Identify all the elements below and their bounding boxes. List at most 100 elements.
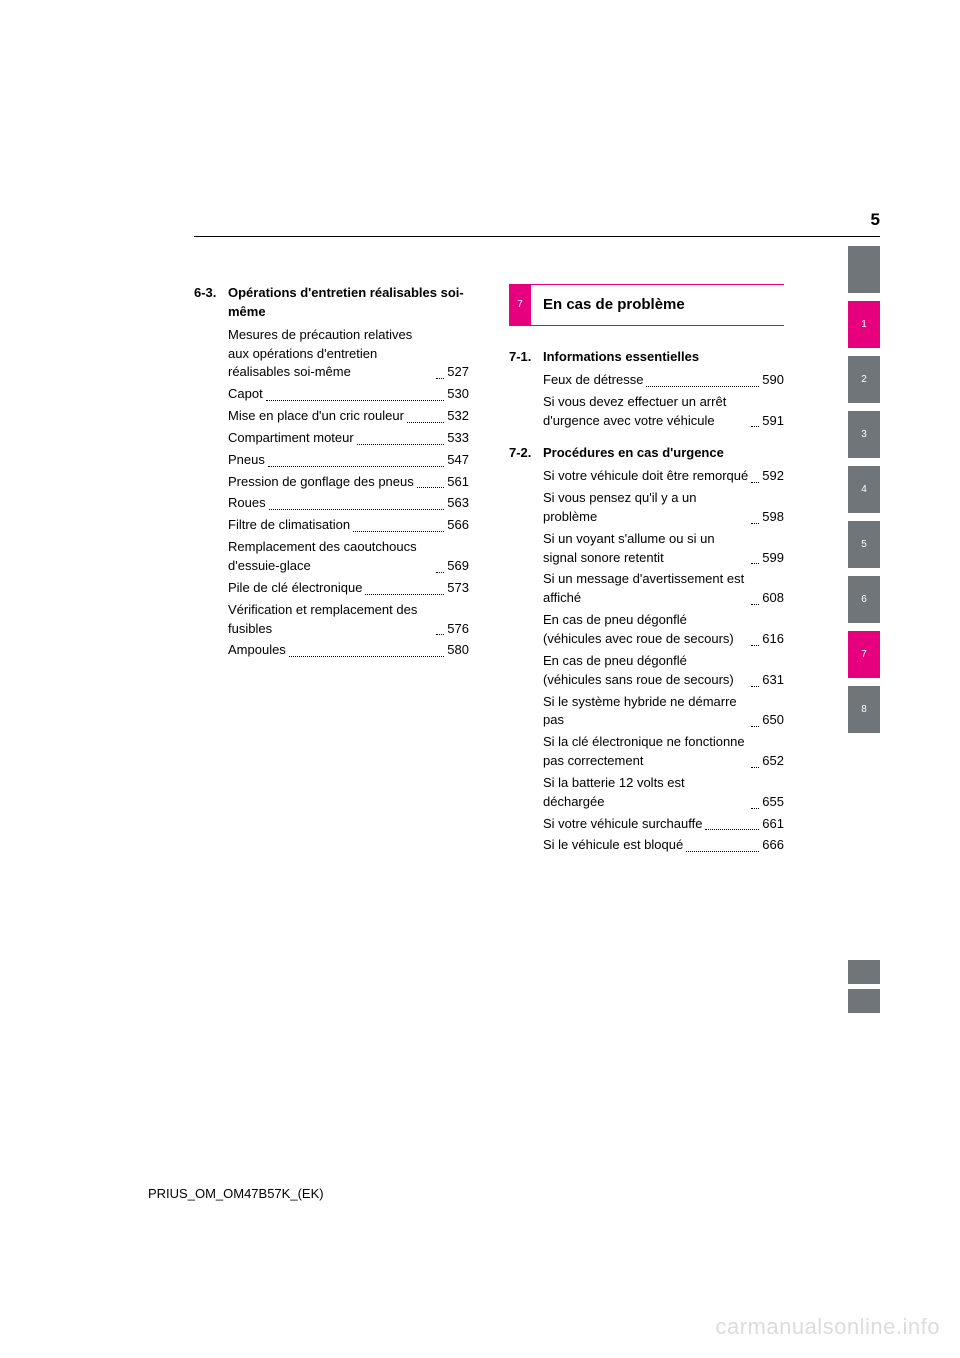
content-area: 6-3.Opérations d'entretien réalisables s… [194,284,784,869]
toc-entry-label: Si le véhicule est bloqué [543,836,683,855]
toc-entry-page: 666 [762,836,784,855]
section-heading: 6-3.Opérations d'entretien réalisables s… [194,284,469,322]
toc-dots [436,634,444,635]
toc-entry[interactable]: Si le système hybride ne démarre pas 650 [543,693,784,731]
toc-entry[interactable]: Remplacement des caoutchoucs d'essuie-gl… [228,538,469,576]
toc-entry-label: Mise en place d'un cric rouleur [228,407,404,426]
toc-entry-label: Pile de clé électronique [228,579,362,598]
chapter-number: 7 [509,284,531,326]
toc-entry[interactable]: Si vous devez effectuer un arrêt d'urgen… [543,393,784,431]
toc-entry-page: 563 [447,494,469,513]
chapter-banner: 7 En cas de problème [509,284,784,326]
toc-entry-page: 532 [447,407,469,426]
section-title: Opérations d'entretien réalisables soi-m… [228,284,469,322]
right-sections: 7-1.Informations essentielles Feux de dét… [509,348,784,855]
toc-entry[interactable]: Pression de gonflage des pneus 561 [228,473,469,492]
toc-entry-label: Si le système hybride ne démarre pas [543,693,748,731]
section-number: 6-3. [194,284,228,303]
toc-entry-page: 650 [762,711,784,730]
page-number: 5 [871,210,880,230]
toc-entry-page: 608 [762,589,784,608]
toc-dots [751,767,759,768]
toc-entry-page: 547 [447,451,469,470]
toc-entry[interactable]: Si la batterie 12 volts est déchargée655 [543,774,784,812]
toc-entry-label: Si la batterie 12 volts est déchargée [543,774,748,812]
toc-entry[interactable]: Compartiment moteur533 [228,429,469,448]
toc-section: 7-2.Procédures en cas d'urgenceSi votre … [509,444,784,855]
toc-entry[interactable]: Si un voyant s'allume ou si un signal so… [543,530,784,568]
toc-entry-label: Compartiment moteur [228,429,354,448]
toc-entry[interactable]: Pile de clé électronique 573 [228,579,469,598]
toc-entry[interactable]: Roues 563 [228,494,469,513]
toc-entries: Si votre véhicule doit être remorqué592S… [509,467,784,855]
toc-entry[interactable]: Si un message d'avertissement est affich… [543,570,784,608]
chapter-thumb-tab[interactable]: 4 [848,466,880,513]
toc-entry[interactable]: Si vous pensez qu'il y a un problème598 [543,489,784,527]
chapter-thumb-tab[interactable]: 7 [848,631,880,678]
toc-entry[interactable]: En cas de pneu dégonflé (véhicules avec … [543,611,784,649]
toc-entry-page: 591 [762,412,784,431]
toc-entry-page: 599 [762,549,784,568]
toc-dots [268,466,444,467]
chapter-thumb-tab[interactable]: 2 [848,356,880,403]
right-column: 7 En cas de problème 7-1.Informations es… [509,284,784,869]
toc-dots [751,523,759,524]
toc-entry[interactable]: Ampoules580 [228,641,469,660]
toc-entry-page: 566 [447,516,469,535]
toc-entry[interactable]: Si votre véhicule doit être remorqué 592 [543,467,784,486]
toc-entry-label: Pression de gonflage des pneus [228,473,414,492]
toc-entry-label: Pneus [228,451,265,470]
chapter-thumb-tab[interactable]: 1 [848,301,880,348]
toc-entry[interactable]: Si votre véhicule surchauffe661 [543,815,784,834]
toc-entry-page: 530 [447,385,469,404]
toc-entry-page: 569 [447,557,469,576]
toc-entry-page: 590 [762,371,784,390]
section-number: 7-1. [509,348,543,367]
bottom-thumb-tabs [848,960,880,1018]
header-divider [194,236,880,237]
toc-entry-page: 580 [447,641,469,660]
toc-entry-page: 592 [762,467,784,486]
toc-dots [353,531,444,532]
toc-entry-label: Si la clé électronique ne fonctionne pas… [543,733,748,771]
toc-entry[interactable]: Filtre de climatisation566 [228,516,469,535]
toc-entry[interactable]: Si la clé électronique ne fonctionne pas… [543,733,784,771]
footer-code: PRIUS_OM_OM47B57K_(EK) [148,1186,324,1201]
toc-dots [357,444,445,445]
toc-entry-label: Roues [228,494,266,513]
toc-entry-label: Si votre véhicule doit être remorqué [543,467,748,486]
toc-entry-label: Remplacement des caoutchoucs d'essuie-gl… [228,538,433,576]
toc-entry[interactable]: Pneus 547 [228,451,469,470]
toc-section: 7-1.Informations essentielles Feux de dét… [509,348,784,430]
chapter-thumb-tab[interactable]: 3 [848,411,880,458]
chapter-thumb-tab[interactable]: 5 [848,521,880,568]
chapter-thumb-tab[interactable]: 8 [848,686,880,733]
section-title: Procédures en cas d'urgence [543,444,784,463]
chapter-thumb-bottom-2 [848,989,880,1013]
chapter-thumb-tab[interactable]: 6 [848,576,880,623]
toc-entry[interactable]: Capot 530 [228,385,469,404]
toc-dots [417,487,445,488]
toc-entry-page: 652 [762,752,784,771]
toc-entry[interactable]: Mise en place d'un cric rouleur 532 [228,407,469,426]
toc-entry-page: 598 [762,508,784,527]
toc-entry-label: Si vous devez effectuer un arrêt d'urgen… [543,393,748,431]
toc-entry-label: Capot [228,385,263,404]
toc-entry[interactable]: En cas de pneu dégonflé (véhicules sans … [543,652,784,690]
toc-entry[interactable]: Mesures de précaution relatives aux opér… [228,326,469,383]
toc-entry-label: En cas de pneu dégonflé (véhicules sans … [543,652,748,690]
toc-entry-page: 573 [447,579,469,598]
section-heading: 7-1.Informations essentielles [509,348,784,367]
toc-entry-page: 616 [762,630,784,649]
toc-entry[interactable]: Si le véhicule est bloqué 666 [543,836,784,855]
toc-dots [751,482,759,483]
toc-entries: Feux de détresse590 Si vous devez effectu… [509,371,784,431]
chapter-thumb-bottom-1 [848,960,880,984]
toc-entry[interactable]: Vérification et remplacement des fusible… [228,601,469,639]
toc-dots [266,400,445,401]
toc-dots [751,686,759,687]
toc-entry-page: 561 [447,473,469,492]
toc-entry[interactable]: Feux de détresse590 [543,371,784,390]
toc-entry-label: Si un voyant s'allume ou si un signal so… [543,530,748,568]
toc-dots [751,726,759,727]
